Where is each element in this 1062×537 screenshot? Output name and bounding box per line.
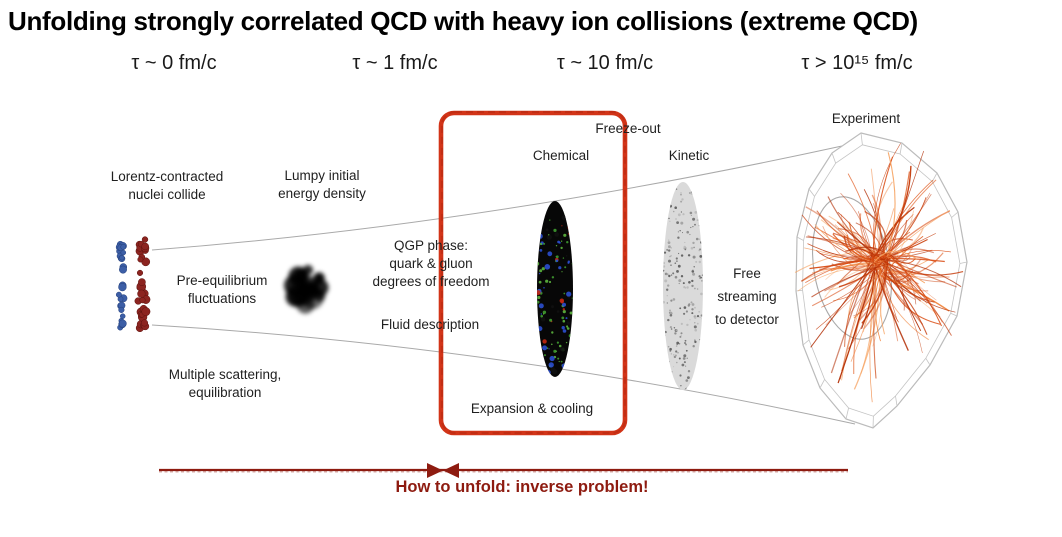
highlight-box-texture bbox=[441, 111, 626, 434]
nuclei-red-stack bbox=[134, 236, 151, 333]
stage-label-expansion-cooling: Expansion & cooling bbox=[470, 401, 594, 416]
energy-density-blob bbox=[284, 264, 329, 314]
slide-title: Unfolding strongly correlated QCD with h… bbox=[8, 6, 918, 36]
timeline-label-1: τ ~ 0 fm/c bbox=[131, 52, 217, 74]
timeline-label-3: τ ~ 10 fm/c bbox=[556, 52, 654, 74]
stage-label-pre-equilibrium: Pre-equilibrium fluctuations bbox=[176, 273, 268, 306]
detector-wireframe bbox=[795, 132, 968, 429]
unfold-note: How to unfold: inverse problem! bbox=[395, 478, 649, 496]
particle-tracks bbox=[794, 143, 964, 403]
label-experiment: Experiment bbox=[831, 111, 901, 126]
label-chemical-freezeout: Chemical bbox=[532, 148, 590, 163]
stage-label-free-streaming: Free streaming to detector bbox=[715, 266, 779, 327]
stage-label-lumpy-initial: Lumpy initial energy density bbox=[278, 168, 366, 201]
timeline-label-4: τ > 10¹⁵ fm/c bbox=[801, 52, 913, 74]
stage-label-qgp-phase: QGP phase: quark & gluon degrees of free… bbox=[372, 238, 490, 289]
stage-label-fluid-description: Fluid description bbox=[380, 317, 480, 332]
nuclei-blue-stack bbox=[115, 240, 128, 331]
cone-line-bottom bbox=[151, 324, 856, 425]
unfold-arrowhead-right-icon bbox=[427, 463, 443, 478]
unfold-arrowhead-left-icon bbox=[443, 463, 459, 478]
stage-label-lorentz-contracted: Lorentz-contracted nuclei collide bbox=[110, 169, 224, 202]
timeline-label-2: τ ~ 1 fm/c bbox=[352, 52, 438, 74]
kinetic-ellipse bbox=[663, 182, 703, 390]
stage-label-multiple-scattering: Multiple scattering, equilibration bbox=[168, 367, 282, 400]
qgp-ellipse bbox=[537, 201, 573, 377]
label-freeze-out: Freeze-out bbox=[595, 121, 661, 136]
label-kinetic-freezeout: Kinetic bbox=[668, 148, 710, 163]
cone-line-top bbox=[151, 145, 843, 251]
